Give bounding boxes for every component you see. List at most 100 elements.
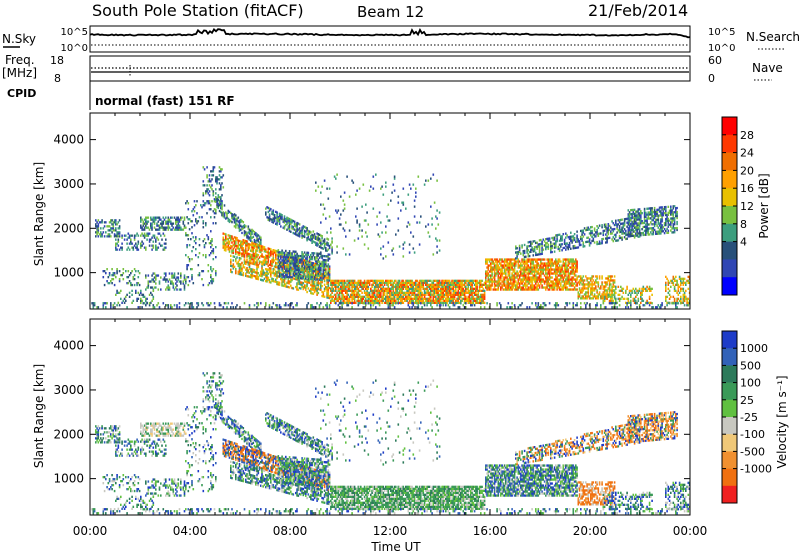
power-cell: [322, 268, 325, 272]
power-cell: [597, 285, 600, 288]
power-cell: [503, 260, 506, 263]
power-cell: [275, 265, 277, 269]
power-cell: [518, 286, 521, 289]
power-cell: [591, 285, 593, 288]
power-cell: [511, 278, 513, 281]
power-cell: [276, 221, 278, 224]
power-cell: [118, 235, 121, 238]
power-cell: [135, 291, 137, 294]
power-cell: [498, 266, 501, 269]
power-cell: [120, 246, 122, 249]
power-cell: [133, 244, 136, 247]
power-cell: [246, 261, 248, 264]
power-cell: [265, 280, 267, 283]
power-cell: [250, 268, 252, 271]
power-cell: [243, 241, 246, 244]
power-cell: [552, 264, 555, 267]
power-cell: [440, 301, 442, 304]
power-cell: [201, 270, 203, 273]
power-cell: [171, 224, 173, 227]
power-cell: [347, 301, 350, 304]
power-cell: [545, 278, 547, 281]
power-cell: [233, 215, 236, 218]
power-cell: [357, 301, 360, 304]
power-cell: [301, 255, 303, 258]
power-cell: [296, 274, 298, 277]
power-cell: [130, 282, 132, 285]
power-cell: [290, 276, 292, 279]
power-cell: [545, 246, 547, 249]
power-cell: [442, 283, 445, 286]
power-cell: [337, 289, 340, 292]
power-cell: [385, 279, 387, 282]
power-cell: [140, 299, 142, 302]
power-cell: [541, 268, 543, 271]
power-cell: [268, 255, 271, 259]
power-cell: [157, 274, 160, 277]
power-cell: [241, 240, 243, 243]
power-cell: [437, 281, 440, 284]
power-cell: [287, 272, 290, 275]
power-cell: [408, 289, 411, 292]
power-cell: [281, 284, 283, 287]
power-cell: [490, 286, 492, 289]
power-cell: [486, 286, 488, 289]
power-cell: [191, 276, 193, 279]
power-cell: [515, 260, 517, 263]
power-cell: [491, 274, 493, 277]
power-cell: [552, 272, 555, 275]
power-cell: [323, 283, 326, 286]
power-cell: [312, 252, 315, 255]
power-cell: [527, 264, 530, 267]
power-cell: [493, 288, 496, 291]
power-cell: [96, 229, 98, 232]
power-cell: [515, 247, 517, 250]
power-cell: [161, 224, 163, 227]
power-cell: [151, 274, 153, 277]
power-cell: [508, 258, 511, 261]
power-cell: [497, 276, 500, 279]
power-cell: [462, 279, 465, 282]
power-cell: [125, 295, 127, 298]
power-cell: [143, 234, 146, 237]
power-cell: [538, 258, 541, 261]
power-cell: [297, 274, 300, 278]
power-cell: [288, 223, 291, 227]
power-cell: [267, 268, 270, 271]
power-cell: [307, 261, 310, 264]
power-cell: [187, 283, 190, 287]
power-cell: [402, 293, 405, 296]
power-cell: [322, 276, 325, 280]
power-cell: [192, 246, 195, 249]
power-cell: [591, 287, 593, 290]
power-cell: [287, 217, 290, 220]
power-cell: [280, 265, 282, 268]
power-cell: [222, 236, 225, 239]
power-cell: [548, 288, 551, 291]
power-cell: [328, 279, 331, 282]
power-cell: [485, 272, 487, 275]
power-cell: [170, 228, 172, 231]
power-cell: [463, 291, 466, 294]
power-cell: [335, 287, 337, 290]
power-cell: [413, 297, 416, 300]
power-cell: [236, 251, 238, 254]
power-cell: [227, 244, 230, 247]
power-cell: [178, 220, 181, 223]
power-cell: [606, 293, 608, 296]
power-cell: [220, 188, 222, 191]
power-cell: [247, 252, 250, 255]
power-cell: [305, 267, 307, 270]
power-cell: [445, 293, 447, 296]
power-cell: [596, 291, 598, 294]
power-cell: [382, 289, 385, 292]
power-cell: [221, 194, 223, 197]
power-cell: [298, 258, 301, 262]
power-cell: [95, 231, 97, 234]
power-cell: [292, 277, 295, 280]
power-cell: [573, 274, 576, 277]
power-cell: [188, 228, 191, 231]
power-cell: [167, 226, 170, 229]
power-cell: [355, 285, 357, 288]
power-cell: [248, 247, 251, 250]
